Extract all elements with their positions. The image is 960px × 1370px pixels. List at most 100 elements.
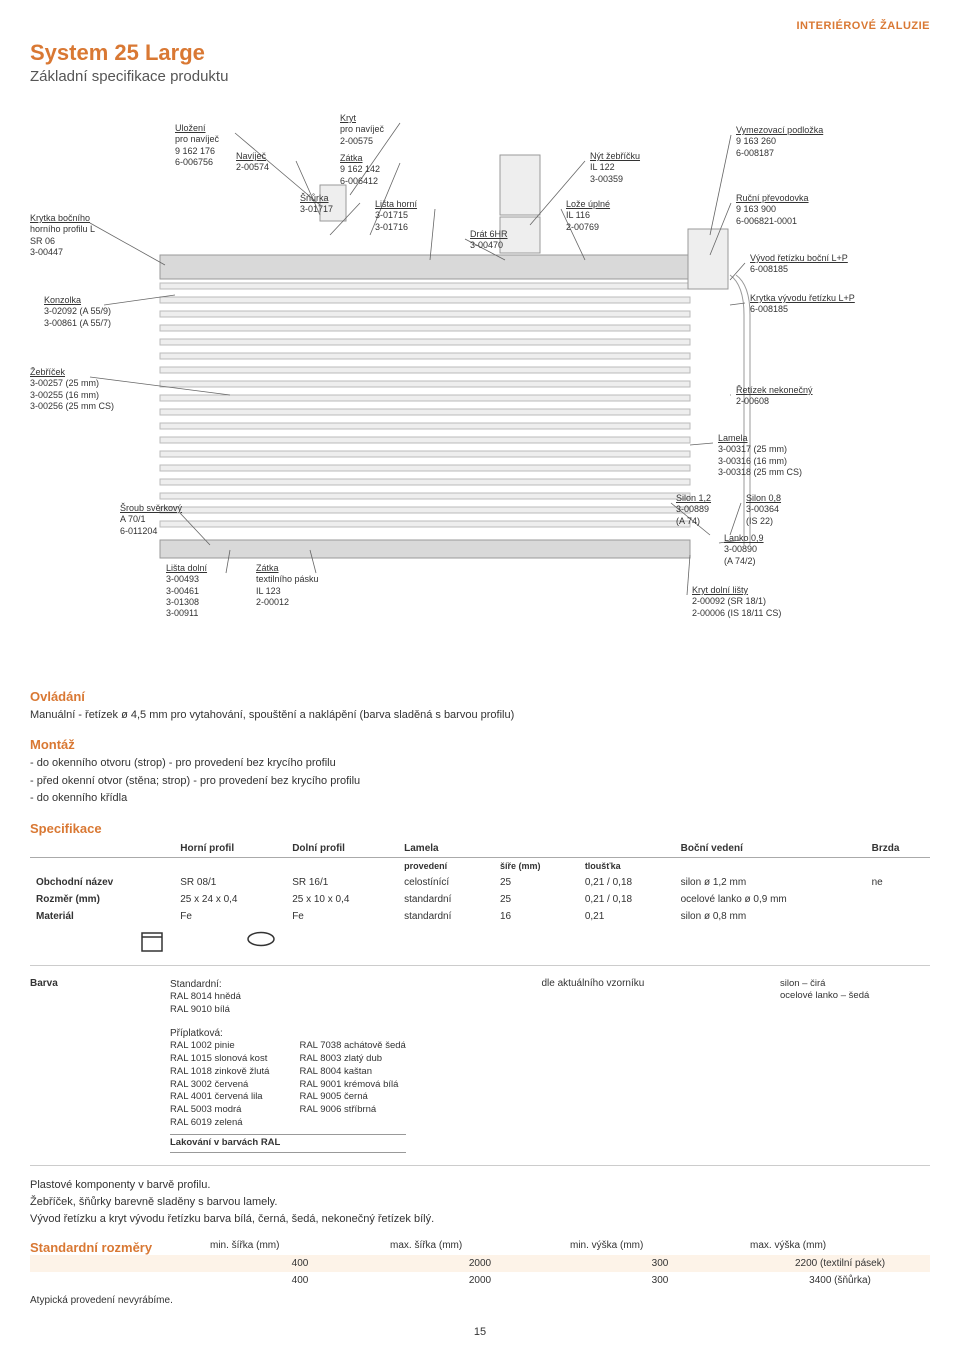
list-item: RAL 9010 bílá — [170, 1004, 406, 1017]
diagram-label: Vymezovací podložka9 163 2606-008187 — [736, 125, 823, 159]
spec-cell: 0,21 — [579, 908, 675, 925]
spec-cell: 16 — [494, 908, 579, 925]
montaz-line: - do okenního křídla — [30, 791, 930, 806]
list-item: RAL 7038 achátově šedá — [299, 1040, 405, 1053]
dims-cell: 300 — [570, 1275, 750, 1286]
dims-cell: 3400 (šňůrka) — [750, 1275, 930, 1286]
spec-cell: ne — [866, 874, 930, 891]
ovladani-heading: Ovládání — [30, 689, 930, 704]
barva-std-head: Standardní: — [170, 978, 406, 992]
spec-heading: Specifikace — [30, 821, 930, 836]
diagram-label: Ruční převodovka9 163 9006-006821-0001 — [736, 193, 809, 227]
spec-col: Dolní profil — [286, 840, 398, 858]
spec-cell: 25 — [494, 891, 579, 908]
diagram-label: Lišta horní3-017153-01716 — [375, 199, 417, 233]
spec-row-label: Rozměr (mm) — [30, 891, 174, 908]
dims-cell: 2200 (textilní pásek) — [750, 1258, 930, 1269]
dims-cell — [30, 1258, 210, 1269]
spec-cell — [866, 891, 930, 908]
diagram-label: Šroub svěrkovýA 70/16-011204 — [120, 503, 182, 537]
dims-col-1: max. šířka (mm) — [390, 1240, 570, 1255]
dims-col-3: max. výška (mm) — [750, 1240, 930, 1255]
spec-cell: Fe — [286, 908, 398, 925]
barva-label: Barva — [30, 978, 130, 1153]
spec-cell: SR 08/1 — [174, 874, 286, 891]
spec-cell: celostínící — [398, 874, 494, 891]
spec-cell: silon ø 1,2 mm — [675, 874, 866, 891]
spec-subcol — [286, 857, 398, 874]
diagram-label: Uloženípro navíječ9 162 1766-006756 — [175, 123, 219, 168]
spec-cell: standardní — [398, 891, 494, 908]
spec-col: Boční vedení — [675, 840, 866, 858]
page-title: System 25 Large — [30, 40, 930, 66]
spec-table: Horní profilDolní profilLamela Boční vede… — [30, 840, 930, 925]
diagram-label: Navíječ2-00574 — [236, 151, 269, 174]
spec-cell: 25 x 10 x 0,4 — [286, 891, 398, 908]
barva-pri-head: Příplatková: — [170, 1027, 406, 1041]
list-item: RAL 9006 stříbrná — [299, 1104, 405, 1117]
note-line: Vývod řetízku a kryt vývodu řetízku barv… — [30, 1212, 930, 1227]
spec-col: Lamela — [398, 840, 494, 858]
diagram-label: Kryt dolní lišty2-00092 (SR 18/1)2-00006… — [692, 585, 781, 619]
diagram-label: Lamela3-00317 (25 mm)3-00316 (16 mm)3-00… — [718, 433, 802, 478]
list-item: RAL 9005 černá — [299, 1091, 405, 1104]
list-item: RAL 1002 pinie — [170, 1040, 269, 1053]
profile-icon-1 — [140, 931, 164, 953]
spec-cell: 25 x 24 x 0,4 — [174, 891, 286, 908]
list-item: ocelové lanko – šedá — [780, 990, 930, 1003]
diagram-label: Vývod řetízku boční L+P6-008185 — [750, 253, 848, 276]
diagram-label: Řetízek nekonečný2-00608 — [736, 385, 813, 408]
list-item: RAL 8014 hnědá — [170, 991, 406, 1004]
list-item: RAL 6019 zelená — [170, 1117, 269, 1130]
diagram-label: Lanko 0,93-00890(A 74/2) — [724, 533, 764, 567]
note-line: Žebříček, šňůrky barevně sladěny s barvo… — [30, 1195, 930, 1210]
dims-col-2: min. výška (mm) — [570, 1240, 750, 1255]
montaz-line: - do okenního otvoru (strop) - pro prove… — [30, 756, 930, 771]
list-item: RAL 1018 zinkově žlutá — [170, 1066, 269, 1079]
spec-row-label: Materiál — [30, 908, 174, 925]
list-item: RAL 5003 modrá — [170, 1104, 269, 1117]
spec-col — [494, 840, 579, 858]
ovladani-text: Manuální - řetízek ø 4,5 mm pro vytahová… — [30, 708, 930, 723]
list-item: RAL 3002 červená — [170, 1079, 269, 1092]
spec-col: Horní profil — [174, 840, 286, 858]
spec-cell: standardní — [398, 908, 494, 925]
header-category: INTERIÉROVÉ ŽALUZIE — [30, 20, 930, 32]
barva-lak: Lakování v barvách RAL — [170, 1134, 406, 1153]
dims-cell: 2000 — [390, 1258, 570, 1269]
montaz-heading: Montáž — [30, 737, 930, 752]
diagram-label: Krytpro navíječ2-00575 — [340, 113, 384, 147]
spec-row-label: Obchodní název — [30, 874, 174, 891]
dims-block: Standardní rozměry min. šířka (mm) max. … — [30, 1240, 930, 1306]
diagram-label: Krytka bočníhohorního profilu LSR 063-00… — [30, 213, 95, 258]
dims-cell: 2000 — [390, 1275, 570, 1286]
diagram-label: Drát 6HR3-00470 — [470, 229, 508, 252]
page-subtitle: Základní specifikace produktu — [30, 68, 930, 85]
dims-heading: Standardní rozměry — [30, 1240, 210, 1255]
diagram-label: Žebříček3-00257 (25 mm)3-00255 (16 mm)3-… — [30, 367, 114, 412]
dims-cell: 300 — [570, 1258, 750, 1269]
page-number: 15 — [30, 1326, 930, 1338]
barva-center: dle aktuálního vzorníku — [446, 978, 740, 1153]
notes-block: Plastové komponenty v barvě profilu. Žebř… — [30, 1178, 930, 1228]
diagram-label: Lišta dolní3-004933-004613-013083-00911 — [166, 563, 207, 619]
list-item: RAL 8004 kaštan — [299, 1066, 405, 1079]
spec-cell: silon ø 0,8 mm — [675, 908, 866, 925]
dims-cell: 400 — [210, 1258, 390, 1269]
list-item: RAL 1015 slonová kost — [170, 1053, 269, 1066]
diagram-label: Lože úplnéIL 1162-00769 — [566, 199, 610, 233]
dims-note: Atypická provedení nevyrábíme. — [30, 1295, 930, 1306]
dims-cell: 400 — [210, 1275, 390, 1286]
diagram-label: Konzolka3-02092 (A 55/9)3-00861 (A 55/7) — [44, 295, 111, 329]
product-diagram: Uloženípro navíječ9 162 1766-006756 Navíj… — [30, 95, 930, 675]
spec-subcol: provedení — [398, 857, 494, 874]
note-line: Plastové komponenty v barvě profilu. — [30, 1178, 930, 1193]
list-item: RAL 9001 krémová bílá — [299, 1079, 405, 1092]
spec-cell: 0,21 / 0,18 — [579, 874, 675, 891]
profile-icon-2 — [244, 931, 278, 947]
spec-cell: 25 — [494, 874, 579, 891]
spec-subcol: šíře (mm) — [494, 857, 579, 874]
spec-cell: Fe — [174, 908, 286, 925]
spec-subcol — [174, 857, 286, 874]
spec-cell: 0,21 / 0,18 — [579, 891, 675, 908]
